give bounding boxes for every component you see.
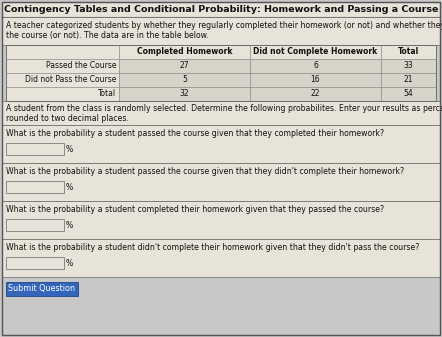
- Text: Total: Total: [398, 48, 419, 57]
- Text: What is the probability a student passed the course given that they didn't compl: What is the probability a student passed…: [6, 167, 404, 176]
- Bar: [2, 17, 440, 45]
- Bar: [6, 282, 78, 296]
- Text: 32: 32: [180, 90, 189, 98]
- Text: Did not Complete Homework: Did not Complete Homework: [253, 48, 377, 57]
- Bar: [6, 143, 64, 155]
- Text: A student from the class is randomly selected. Determine the following probabili: A student from the class is randomly sel…: [6, 104, 442, 123]
- Bar: [2, 163, 440, 201]
- Bar: [6, 219, 64, 231]
- Bar: [6, 181, 64, 193]
- Text: %: %: [66, 183, 73, 191]
- Bar: [6, 45, 119, 59]
- Text: 5: 5: [182, 75, 187, 85]
- Text: %: %: [66, 145, 73, 153]
- Text: Completed Homework: Completed Homework: [137, 48, 232, 57]
- Bar: [250, 73, 381, 87]
- Text: 21: 21: [404, 75, 413, 85]
- Text: What is the probability a student didn't complete their homework given that they: What is the probability a student didn't…: [6, 243, 419, 252]
- Bar: [381, 73, 436, 87]
- Text: Contingency Tables and Conditional Probability: Homework and Passing a Course: Contingency Tables and Conditional Proba…: [4, 5, 438, 14]
- Text: What is the probability a student completed their homework given that they passe: What is the probability a student comple…: [6, 205, 384, 214]
- Bar: [6, 257, 64, 269]
- Bar: [250, 45, 381, 59]
- Text: A teacher categorized students by whether they regularly completed their homewor: A teacher categorized students by whethe…: [6, 21, 442, 40]
- Bar: [6, 45, 436, 101]
- Bar: [381, 59, 436, 73]
- Bar: [2, 101, 440, 125]
- Text: %: %: [66, 220, 73, 229]
- Bar: [381, 87, 436, 101]
- Bar: [250, 59, 381, 73]
- Text: 6: 6: [313, 61, 318, 70]
- Text: %: %: [66, 258, 73, 268]
- Bar: [2, 2, 440, 17]
- Text: What is the probability a student passed the course given that they completed th: What is the probability a student passed…: [6, 129, 384, 138]
- Text: 16: 16: [311, 75, 320, 85]
- Text: 33: 33: [404, 61, 413, 70]
- Text: Submit Question: Submit Question: [8, 284, 76, 294]
- Bar: [119, 59, 250, 73]
- Text: 27: 27: [180, 61, 189, 70]
- Bar: [250, 87, 381, 101]
- Text: Did not Pass the Course: Did not Pass the Course: [25, 75, 116, 85]
- Bar: [119, 87, 250, 101]
- Text: Passed the Course: Passed the Course: [46, 61, 116, 70]
- Bar: [2, 201, 440, 239]
- Bar: [381, 45, 436, 59]
- Bar: [119, 73, 250, 87]
- Bar: [2, 125, 440, 163]
- Bar: [6, 73, 119, 87]
- Bar: [6, 59, 119, 73]
- Bar: [119, 45, 250, 59]
- Bar: [2, 239, 440, 277]
- Text: Total: Total: [98, 90, 116, 98]
- Text: 22: 22: [311, 90, 320, 98]
- Text: 54: 54: [404, 90, 413, 98]
- Bar: [6, 87, 119, 101]
